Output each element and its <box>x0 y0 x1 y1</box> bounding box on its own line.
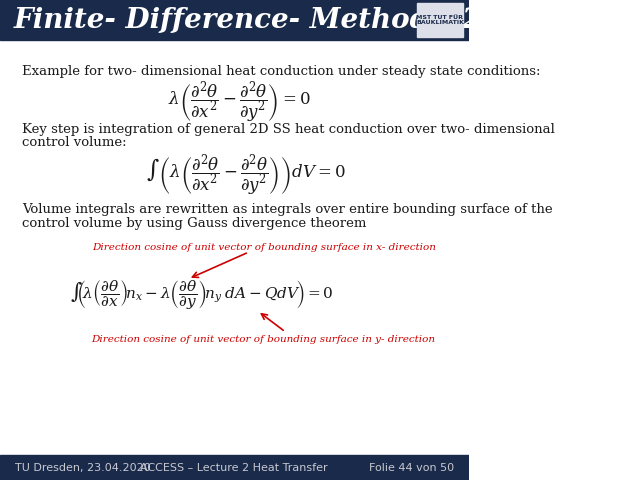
Text: Finite- Difference- Method – 2d Steady St.: Finite- Difference- Method – 2d Steady S… <box>13 8 640 35</box>
Text: ACCESS – Lecture 2 Heat Transfer: ACCESS – Lecture 2 Heat Transfer <box>140 463 328 473</box>
Text: Volume integrals are rewritten as integrals over entire bounding surface of the: Volume integrals are rewritten as integr… <box>22 204 552 216</box>
Text: Folie 44 von 50: Folie 44 von 50 <box>369 463 454 473</box>
Bar <box>0 455 468 480</box>
Text: control volume by using Gauss divergence theorem: control volume by using Gauss divergence… <box>22 216 366 229</box>
Text: Direction cosine of unit vector of bounding surface in y- direction: Direction cosine of unit vector of bound… <box>92 336 436 345</box>
Bar <box>417 3 463 37</box>
Bar <box>0 0 468 40</box>
Text: Key step is integration of general 2D SS heat conduction over two- dimensional: Key step is integration of general 2D SS… <box>22 123 555 136</box>
Text: TU Dresden, 23.04.2020: TU Dresden, 23.04.2020 <box>15 463 150 473</box>
Text: Direction cosine of unit vector of bounding surface in x- direction: Direction cosine of unit vector of bound… <box>92 243 436 252</box>
Text: MST TUT FÜR
BAUKLIMATIK: MST TUT FÜR BAUKLIMATIK <box>416 14 464 25</box>
Text: $\int \left( \lambda \left( \dfrac{\partial^2 \theta}{\partial x^2} - \dfrac{\pa: $\int \left( \lambda \left( \dfrac{\part… <box>147 152 346 198</box>
Text: $\lambda \left( \dfrac{\partial^2 \theta}{\partial x^2} - \dfrac{\partial^2 \the: $\lambda \left( \dfrac{\partial^2 \theta… <box>168 79 311 125</box>
Text: control volume:: control volume: <box>22 136 127 149</box>
Text: $\int\!\!\left(\! \lambda \left(\dfrac{\partial \theta}{\partial x}\right)\!n_x : $\int\!\!\left(\! \lambda \left(\dfrac{\… <box>70 278 333 312</box>
Text: Example for two- dimensional heat conduction under steady state conditions:: Example for two- dimensional heat conduc… <box>22 65 540 79</box>
